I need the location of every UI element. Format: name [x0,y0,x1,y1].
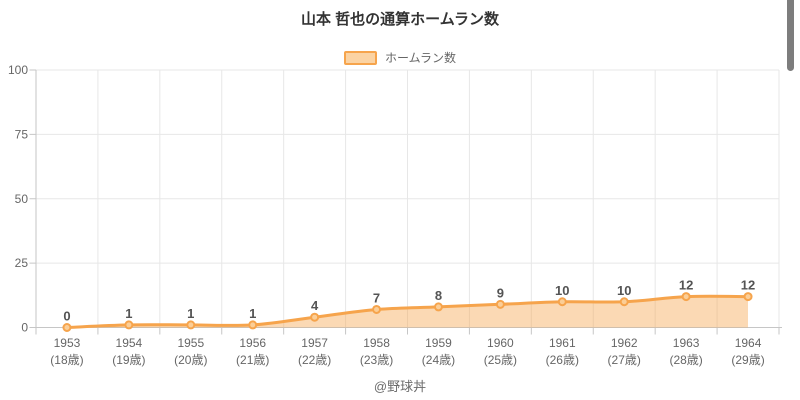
data-point[interactable] [557,297,567,307]
x-tick-label: 1962 [611,336,638,350]
x-tick-sublabel: (26歳) [546,353,579,367]
data-label: 12 [679,278,693,293]
x-tick-sublabel: (28歳) [669,353,702,367]
x-tick-sublabel: (23歳) [360,353,393,367]
data-label: 10 [617,283,631,298]
data-point[interactable] [372,304,382,314]
y-tick-label: 25 [15,256,29,270]
y-tick-label: 0 [21,321,28,335]
data-label: 4 [311,298,319,313]
x-tick-label: 1958 [363,336,390,350]
x-tick-label: 1957 [301,336,328,350]
x-tick-sublabel: (25歳) [484,353,517,367]
x-tick-label: 1953 [54,336,81,350]
scrollbar-thumb[interactable] [787,0,794,71]
x-tick-sublabel: (22歳) [298,353,331,367]
x-tick-sublabel: (27歳) [608,353,641,367]
data-point[interactable] [619,297,629,307]
chart-title: 山本 哲也の通算ホームラン数 [301,11,499,28]
y-tick-label: 100 [8,63,28,77]
data-label: 9 [497,285,504,300]
data-point[interactable] [681,292,691,302]
x-tick-sublabel: (21歳) [236,353,269,367]
legend-label: ホームラン数 [384,51,457,65]
area-fill [67,296,748,328]
data-label: 7 [373,290,380,305]
data-label: 12 [741,278,755,293]
x-tick-sublabel: (19歳) [112,353,145,367]
data-label: 10 [555,283,569,298]
data-point[interactable] [433,302,443,312]
x-tick-sublabel: (20歳) [174,353,207,367]
data-label: 1 [249,306,256,321]
x-tick-sublabel: (24歳) [422,353,455,367]
data-point[interactable] [186,320,196,330]
data-label: 1 [125,306,132,321]
data-point[interactable] [62,323,72,332]
y-tick-label: 50 [15,192,29,206]
x-tick-sublabel: (18歳) [50,353,83,367]
data-point[interactable] [248,320,258,330]
x-tick-label: 1963 [673,336,700,350]
legend-swatch-icon [343,50,377,65]
data-label: 8 [435,288,442,303]
data-label: 1 [187,306,194,321]
data-point[interactable] [310,312,320,322]
x-tick-sublabel: (29歳) [731,353,764,367]
x-tick-label: 1956 [239,336,266,350]
data-point[interactable] [743,292,753,302]
x-tick-label: 1964 [735,336,762,350]
credit-text: @野球丼 [373,379,427,394]
series-line [65,294,750,329]
x-tick-label: 1959 [425,336,452,350]
data-label: 0 [63,309,70,324]
data-point[interactable] [495,299,505,309]
x-tick-label: 1954 [116,336,143,350]
x-tick-label: 1955 [177,336,204,350]
x-tick-label: 1960 [487,336,514,350]
legend[interactable]: ホームラン数 [0,49,800,66]
y-tick-label: 75 [15,127,29,141]
data-point[interactable] [124,320,134,330]
x-tick-label: 1961 [549,336,576,350]
